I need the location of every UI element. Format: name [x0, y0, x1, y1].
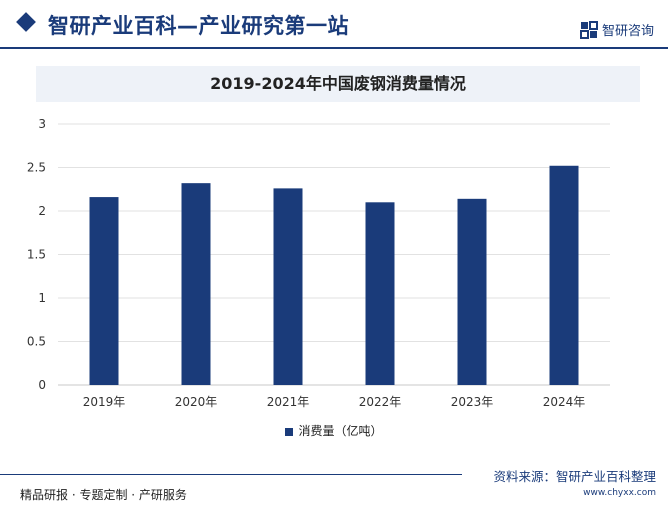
y-tick-label: 1 [38, 291, 46, 305]
bar [273, 188, 303, 385]
brand[interactable]: 智研咨询 [579, 20, 654, 39]
bar [89, 197, 119, 385]
legend-label: 消费量（亿吨） [298, 424, 383, 438]
legend-swatch [285, 427, 294, 436]
x-tick-label: 2019年 [83, 395, 126, 409]
bar [181, 183, 211, 385]
header-divider [0, 47, 668, 49]
y-tick-label: 0.5 [27, 335, 46, 349]
y-tick-label: 0 [38, 378, 46, 392]
site-title: 智研产业百科—产业研究第一站 [48, 14, 349, 38]
chart-title-bar: 2019-2024年中国废钢消费量情况 [36, 66, 640, 102]
y-tick-label: 2.5 [27, 161, 46, 175]
chart-title: 2019-2024年中国废钢消费量情况 [210, 74, 466, 93]
brand-name: 智研咨询 [601, 24, 654, 39]
bar [365, 202, 395, 385]
footer-divider [0, 474, 462, 475]
source-url[interactable]: www.chyxx.com [583, 488, 656, 498]
footer-slogan: 精品研报 · 专题定制 · 产研服务 [20, 488, 187, 502]
x-tick-label: 2022年 [359, 395, 402, 409]
bar [457, 198, 487, 385]
x-tick-label: 2021年 [267, 395, 310, 409]
brand-logo-icon [579, 20, 598, 39]
y-tick-label: 2 [38, 204, 46, 218]
x-tick-label: 2024年 [543, 395, 586, 409]
chart-legend: 消费量（亿吨） [0, 422, 668, 439]
page-header: 智研产业百科—产业研究第一站 智研咨询 [0, 0, 668, 52]
x-tick-label: 2020年 [175, 395, 218, 409]
data-source: 资料来源：智研产业百科整理 [493, 469, 656, 484]
y-tick-label: 1.5 [27, 248, 46, 262]
y-tick-label: 3 [38, 117, 46, 131]
diamond-icon [16, 12, 36, 32]
bar [549, 165, 579, 385]
x-tick-label: 2023年 [451, 395, 494, 409]
bar-chart: 0 0.5 1 1.5 2 2.5 3 2019年 2020年 2021年 2022年 2023年 20… [27, 117, 610, 409]
